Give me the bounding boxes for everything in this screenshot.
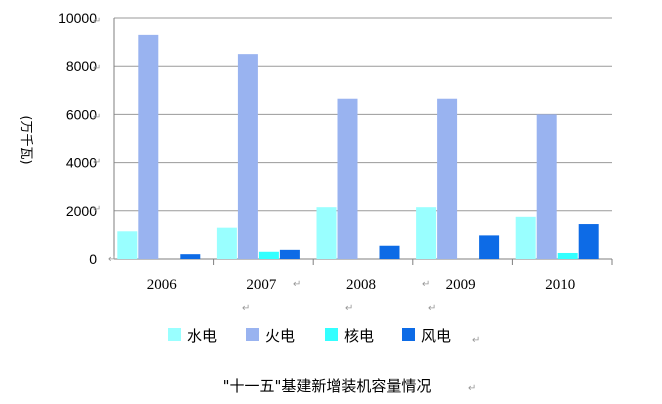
- x-tick-label: 2009: [446, 277, 476, 293]
- legend-label: 水电: [187, 327, 217, 345]
- paragraph-mark: ↵: [472, 335, 480, 346]
- chart-title: "十一五"基建新增装机容量情况: [223, 377, 432, 395]
- bar: [117, 231, 138, 259]
- legend-swatch: [246, 328, 259, 341]
- legend-swatch: [325, 328, 338, 341]
- paragraph-mark: ↵: [108, 254, 116, 265]
- paragraph-mark: ↵: [428, 303, 436, 314]
- legend-label: 火电: [265, 327, 295, 345]
- legend-swatch: [168, 328, 181, 341]
- paragraph-mark: ↵: [93, 157, 101, 168]
- legend: 水电 火电 核电 风电: [168, 327, 451, 345]
- x-tick-labels: 2006 2007 2008 2009 2010: [147, 277, 575, 293]
- legend-swatch: [402, 328, 415, 341]
- paragraph-mark: ↵: [345, 303, 353, 314]
- x-tick-label: 2008: [346, 277, 376, 293]
- paragraph-mark: ↵: [93, 63, 101, 74]
- bar: [536, 114, 557, 260]
- y-tick-label: 4000: [66, 155, 97, 171]
- y-tick-label: 2000: [66, 203, 97, 219]
- paragraph-mark: ↵: [468, 383, 476, 394]
- x-tick-label: 2007: [246, 277, 277, 293]
- paragraph-mark: ↵: [93, 204, 101, 215]
- bar: [237, 54, 258, 260]
- bar: [379, 245, 400, 259]
- bar: [416, 207, 437, 259]
- x-tick-label: 2010: [545, 277, 575, 293]
- y-tick-labels: 0 2000 4000 6000 8000 10000: [58, 10, 97, 267]
- y-tick-label: 8000: [66, 58, 97, 74]
- paragraph-mark: ↵: [93, 16, 101, 27]
- bar: [316, 207, 337, 259]
- paragraph-mark: ↵: [293, 279, 301, 290]
- x-tick-label: 2006: [147, 277, 178, 293]
- paragraph-mark: ↵: [93, 112, 101, 123]
- paragraph-mark: ↵: [242, 303, 250, 314]
- y-tick-label: 6000: [66, 106, 97, 122]
- bar: [216, 227, 237, 259]
- paragraph-marks: ↵ ↵ ↵ ↵ ↵ ↵ ↵ ↵ ↵ ↵ ↵ ↵ ↵: [93, 16, 480, 394]
- bars: [117, 34, 599, 260]
- bar: [337, 98, 358, 259]
- y-tick-label: 0: [89, 251, 97, 267]
- bar: [258, 251, 279, 259]
- y-tick-label: 10000: [58, 10, 97, 26]
- bar: [138, 34, 159, 260]
- bar: [279, 249, 300, 259]
- y-axis-label: (万千瓦): [18, 115, 33, 164]
- bar: [515, 216, 536, 259]
- bar: [578, 224, 599, 259]
- bar: [437, 98, 458, 259]
- bar: [180, 254, 201, 259]
- bar: [557, 252, 578, 259]
- legend-label: 核电: [344, 327, 374, 345]
- bar: [479, 235, 500, 259]
- legend-label: 风电: [421, 327, 451, 345]
- paragraph-mark: ↵: [422, 279, 430, 290]
